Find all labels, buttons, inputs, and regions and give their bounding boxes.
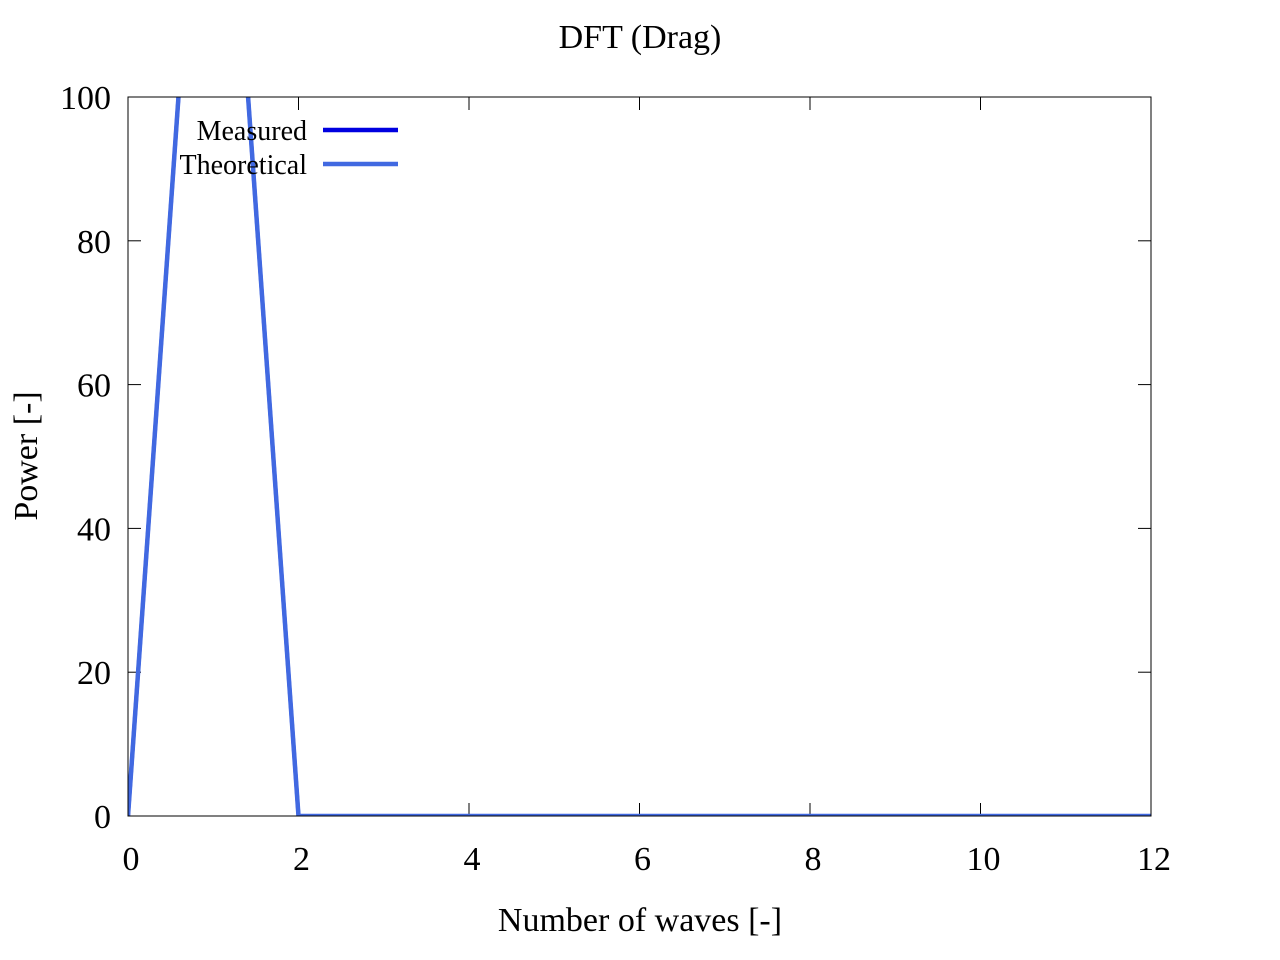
chart-title: DFT (Drag) [559, 19, 722, 56]
y-tick-label: 40 [77, 511, 111, 548]
x-tick-label: 6 [634, 841, 651, 878]
y-axis-label: Power [-] [8, 391, 45, 520]
legend-label: Measured [197, 116, 307, 147]
y-tick-label: 80 [77, 224, 111, 261]
x-tick-label: 8 [805, 841, 822, 878]
plot-frame [127, 96, 1152, 817]
y-tick-label: 0 [94, 799, 111, 836]
x-tick-label: 10 [967, 841, 1001, 878]
x-tick-label: 0 [123, 841, 140, 878]
x-axis-label: Number of waves [-] [498, 902, 782, 939]
x-tick-label: 4 [464, 841, 481, 878]
x-tick-label: 12 [1137, 841, 1171, 878]
y-tick-label: 20 [77, 655, 111, 692]
x-tick-label: 2 [293, 841, 310, 878]
legend-label: Theoretical [180, 150, 308, 181]
y-tick-label: 60 [77, 368, 111, 405]
axis-ticks: 0 2 4 6 8 10 12 0 20 40 60 80 100 [60, 80, 1171, 878]
y-tick-label: 100 [60, 80, 111, 117]
